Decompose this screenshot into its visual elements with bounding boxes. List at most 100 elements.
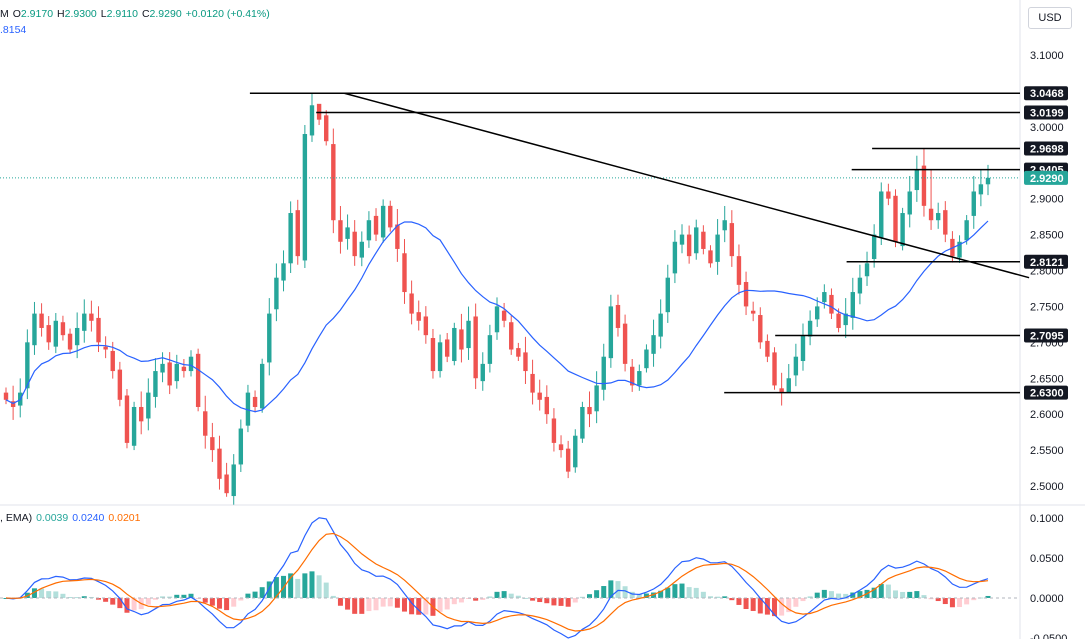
macd-histogram-bar: [366, 598, 372, 612]
candle-body: [409, 293, 414, 314]
macd-histogram-bar: [145, 598, 151, 605]
macd-histogram-bar: [387, 598, 393, 607]
candle-body: [800, 335, 806, 362]
macd-histogram-bar: [942, 598, 948, 605]
price-tick-label: 2.5500: [1030, 445, 1064, 457]
macd-histogram-bar: [743, 598, 749, 610]
macd-histogram-bar: [81, 596, 87, 598]
macd-histogram-bar: [957, 598, 963, 608]
macd-histogram-bar: [401, 598, 407, 612]
candle-body: [96, 317, 101, 343]
macd-histogram-bar: [131, 598, 137, 611]
macd-histogram-bar: [601, 586, 607, 598]
signal-line: [5, 532, 989, 632]
candle-body: [736, 256, 742, 285]
price-tag-box: [1024, 254, 1068, 269]
macd-legend-label: , EMA): [0, 512, 33, 524]
candle-body: [238, 428, 244, 465]
macd-histogram-bar: [665, 587, 671, 598]
macd-histogram-bar: [921, 595, 927, 598]
candle-body: [822, 292, 827, 303]
macd-histogram-bar: [508, 593, 514, 598]
price-tag-label: 3.0199: [1030, 108, 1064, 120]
macd-histogram-bar: [394, 598, 400, 608]
currency-button[interactable]: USD: [1028, 7, 1072, 29]
trend-line: [344, 92, 1030, 279]
macd-histogram-bar: [259, 587, 265, 598]
candle-body: [864, 263, 870, 277]
candle-body: [231, 464, 236, 497]
candle-body: [551, 418, 557, 443]
low-label: L: [100, 8, 107, 20]
macd-histogram-bar: [53, 591, 59, 598]
macd-histogram-bar: [110, 598, 116, 605]
macd-histogram-bar: [964, 598, 970, 605]
candle-body: [395, 224, 400, 249]
candle-body: [943, 210, 948, 235]
candle-body: [259, 363, 265, 409]
macd-line-value: 0.0240: [72, 512, 105, 524]
macd-histogram-bar: [636, 593, 642, 598]
macd-histogram-bar: [216, 598, 222, 609]
candle-body: [935, 213, 941, 221]
macd-tick-label: 0.0500: [1030, 553, 1064, 565]
candle-body: [103, 346, 108, 350]
macd-histogram-bar: [345, 598, 351, 610]
candle-body: [615, 304, 621, 328]
candle-body: [295, 210, 300, 257]
macd-histogram-bar: [700, 591, 706, 598]
candle-body: [466, 320, 471, 349]
candle-body: [444, 339, 450, 357]
macd-tick-label: 0.1000: [1030, 513, 1064, 525]
macd-signal-value: 0.0201: [108, 512, 141, 524]
candle-body: [388, 205, 393, 228]
candle-body: [715, 234, 720, 262]
price-tick-label: 2.5000: [1030, 481, 1064, 493]
candle-body: [694, 227, 699, 254]
macd-histogram-bar: [252, 591, 258, 598]
macd-histogram-bar: [487, 596, 493, 598]
macd-histogram-bar: [458, 598, 464, 603]
macd-histogram-bar: [907, 591, 913, 598]
macd-histogram-bar: [750, 598, 756, 611]
price-axis[interactable]: 3.10003.00002.90002.85002.80002.75002.70…: [1030, 50, 1067, 639]
candle-body: [580, 406, 585, 439]
candle-body: [402, 253, 407, 293]
macd-histogram-bar: [565, 598, 571, 607]
macd-histogram-bar: [693, 587, 699, 598]
candle-body: [203, 411, 208, 436]
candle-body: [352, 231, 357, 257]
macd-histogram-bar: [935, 598, 941, 602]
candle-body: [573, 435, 578, 468]
macd-histogram-bar: [772, 598, 778, 617]
macd-histogram-bar: [231, 598, 237, 607]
price-tag-label: 3.0468: [1030, 88, 1064, 100]
candle-body: [473, 316, 478, 379]
macd-histogram-bar: [878, 584, 884, 598]
macd-histogram: [3, 571, 991, 617]
price-tick-label: 2.7500: [1030, 301, 1064, 313]
candle-body: [324, 115, 329, 142]
macd-histogram-bar: [494, 591, 500, 598]
macd-histogram-bar: [857, 591, 863, 598]
price-tag-box: [1024, 170, 1068, 185]
candle-body: [516, 348, 521, 357]
macd-histogram-bar: [238, 598, 244, 601]
candle-body: [267, 313, 272, 363]
candle-body: [338, 220, 343, 242]
candle-body: [188, 356, 194, 372]
macd-histogram-bar: [202, 598, 208, 603]
close-value: 2.9290: [149, 8, 182, 20]
candle-body: [722, 220, 727, 231]
macd-tick-label: -0.0500: [1030, 633, 1067, 639]
macd-tick-label: 0.0000: [1030, 593, 1064, 605]
candle-body: [117, 369, 123, 400]
price-tag-label: 2.6300: [1030, 388, 1064, 400]
candle-body: [985, 177, 991, 185]
macd-histogram-bar: [900, 591, 906, 598]
price-tag-box: [1024, 141, 1068, 156]
candle-body: [373, 215, 379, 235]
macd-histogram-bar: [686, 587, 692, 598]
